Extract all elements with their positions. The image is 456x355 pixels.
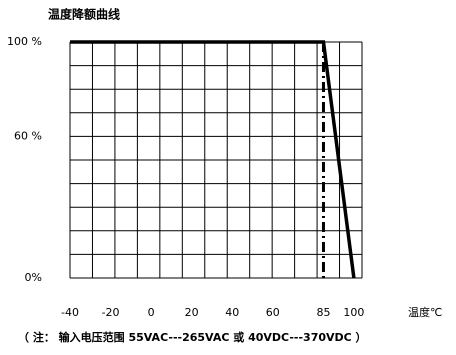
chart-title: 温度降额曲线 [48, 7, 120, 22]
note: （ 注： 输入电压范围 55VAC---265VAC 或 40VDC---370… [18, 330, 367, 344]
curve [70, 40, 356, 279]
y-tick-label: 100 % [7, 35, 42, 48]
y-tick-label: 0% [25, 271, 42, 284]
x-tick-label: 20 [185, 306, 199, 319]
x-tick-label: 0 [148, 306, 155, 319]
x-tick-label: -20 [102, 306, 120, 319]
x-tick-label: -40 [61, 306, 79, 319]
x-tick-label: 40 [225, 306, 239, 319]
y-tick-label: 60 % [14, 129, 42, 142]
x-axis-label: 温度℃ [408, 305, 442, 319]
x-tick-label: 60 [266, 306, 280, 319]
x-tick-label: 100 [343, 306, 364, 319]
x-tick-label: 85 [316, 306, 330, 319]
